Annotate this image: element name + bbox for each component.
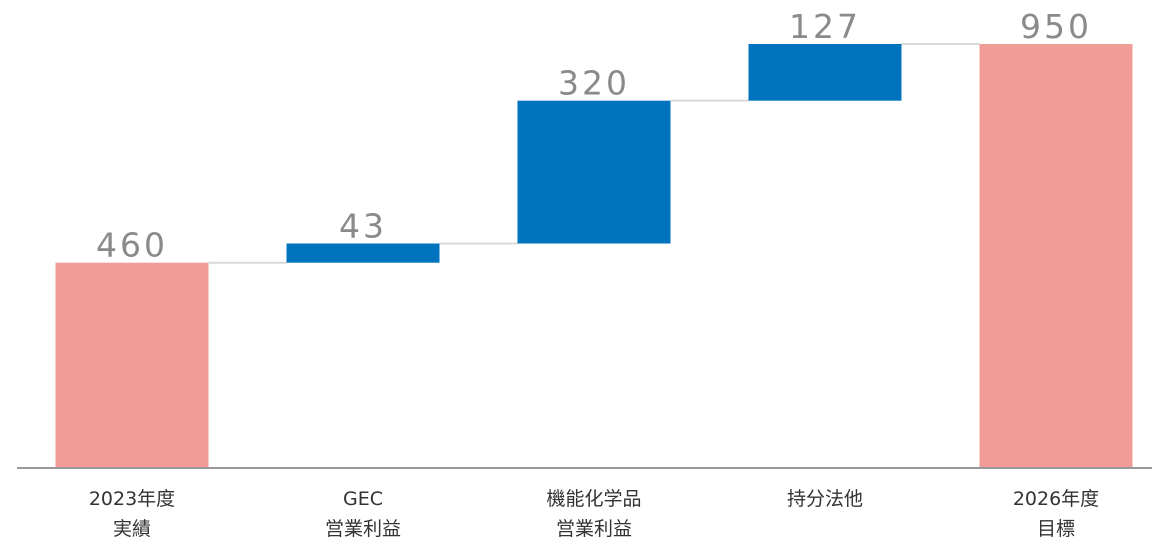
value-label: 460 (96, 226, 168, 265)
x-tick-label: 機能化学品 (546, 488, 641, 510)
bar (55, 262, 209, 468)
bar (286, 243, 440, 263)
bar (517, 100, 671, 244)
bar (748, 44, 902, 101)
x-tick-label: 営業利益 (325, 518, 401, 540)
x-tick-label: GEC (343, 488, 383, 510)
bar (979, 44, 1133, 468)
x-tick-label: 2023年度 (89, 488, 175, 510)
x-tick-label: 目標 (1037, 518, 1075, 540)
x-tick-label: 2026年度 (1013, 488, 1099, 510)
x-tick-label: 実績 (113, 518, 151, 540)
value-label: 43 (339, 207, 387, 246)
x-tick-label: 持分法他 (787, 488, 863, 510)
x-tick-label: 営業利益 (556, 518, 632, 540)
value-label: 950 (1020, 7, 1092, 46)
value-label: 320 (558, 64, 630, 103)
value-label: 127 (789, 7, 861, 46)
